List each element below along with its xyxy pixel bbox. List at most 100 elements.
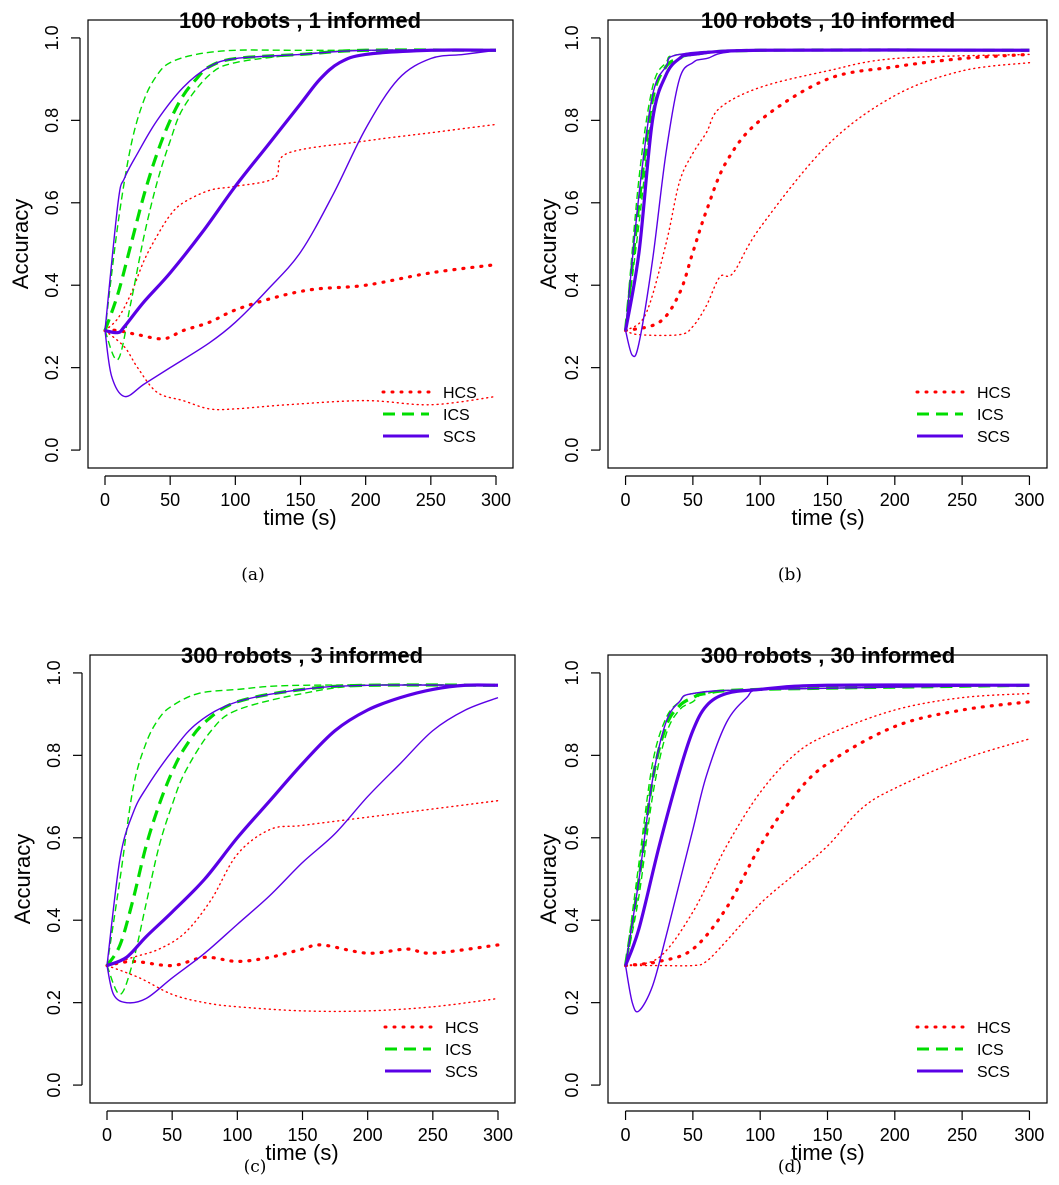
y-tick-label: 1.0 xyxy=(562,660,582,685)
chart-title: 300 robots , 3 informed xyxy=(181,643,423,668)
y-tick-label: 0.0 xyxy=(42,438,62,463)
x-tick-label: 200 xyxy=(880,1125,910,1145)
x-tick-label: 300 xyxy=(1014,490,1044,510)
series-hcs-lower xyxy=(624,738,1031,967)
series-scs-lower xyxy=(106,696,499,1004)
y-tick-label: 1.0 xyxy=(44,660,64,685)
legend-label-hcs: HCS xyxy=(445,1020,479,1037)
y-tick-label: 1.0 xyxy=(562,25,582,50)
series-scs-lower xyxy=(624,684,1030,1013)
series-ics-upper xyxy=(624,684,1030,966)
series-hcs-mean xyxy=(623,700,1032,968)
legend-label-hcs: HCS xyxy=(977,1020,1011,1037)
y-axis-label: Accuracy xyxy=(10,834,35,924)
series-hcs-upper xyxy=(624,692,1031,967)
x-axis-label: time (s) xyxy=(791,1140,864,1165)
legend-label-ics: ICS xyxy=(977,1042,1004,1059)
series-ics-lower xyxy=(106,683,499,996)
series-scs-upper xyxy=(104,49,497,331)
x-tick-label: 50 xyxy=(160,490,180,510)
y-tick-label: 0.4 xyxy=(42,273,62,298)
y-axis-label: Accuracy xyxy=(8,199,33,289)
legend-label-ics: ICS xyxy=(445,1042,472,1059)
panel-caption: (b) xyxy=(778,565,802,585)
x-tick-label: 250 xyxy=(418,1125,448,1145)
y-tick-label: 0.0 xyxy=(562,438,582,463)
x-axis-label: time (s) xyxy=(791,505,864,530)
y-tick-label: 0.4 xyxy=(562,908,582,933)
plot-frame xyxy=(89,654,516,1104)
series-scs-mean xyxy=(623,48,1030,331)
chart-title: 300 robots , 30 informed xyxy=(701,643,955,668)
series-ics-lower xyxy=(624,684,1030,966)
panel-1: 100 robots , 1 informed 0 50 100 150 200 250 30… xyxy=(8,8,514,585)
series-hcs-lower xyxy=(624,61,1031,337)
x-tick-label: 100 xyxy=(745,490,775,510)
x-tick-label: 0 xyxy=(621,1125,631,1145)
y-tick-label: 0.2 xyxy=(44,990,64,1015)
series-hcs-lower xyxy=(106,964,499,1013)
x-tick-label: 250 xyxy=(416,490,446,510)
y-tick-label: 0.8 xyxy=(562,743,582,768)
x-tick-label: 150 xyxy=(812,1125,842,1145)
chart-title: 100 robots , 1 informed xyxy=(179,8,421,33)
x-tick-label: 200 xyxy=(353,1125,383,1145)
series-group xyxy=(623,48,1032,358)
series-ics-mean xyxy=(623,48,1030,331)
legend-label-scs: SCS xyxy=(977,1064,1010,1081)
panel-4: 300 robots , 30 informed 0 50 100 150 200 250 3… xyxy=(536,643,1048,1177)
legend-label-scs: SCS xyxy=(977,429,1010,446)
x-tick-label: 100 xyxy=(220,490,250,510)
x-tick-label: 50 xyxy=(683,490,703,510)
y-tick-label: 0.8 xyxy=(562,108,582,133)
x-tick-label: 0 xyxy=(102,1125,112,1145)
x-axis-label: time (s) xyxy=(263,505,336,530)
plot-frame xyxy=(607,654,1048,1104)
panel-caption: (c) xyxy=(244,1157,267,1177)
x-tick-label: 50 xyxy=(683,1125,703,1145)
x-tick-label: 300 xyxy=(481,490,511,510)
y-tick-label: 0.8 xyxy=(44,743,64,768)
x-tick-label: 300 xyxy=(1014,1125,1044,1145)
series-hcs-mean xyxy=(103,263,498,341)
plot-frame xyxy=(87,19,514,469)
series-hcs-mean xyxy=(105,943,500,968)
x-tick-label: 150 xyxy=(285,490,315,510)
series-ics-lower xyxy=(104,49,497,361)
series-group xyxy=(103,48,498,411)
legend: HCS ICS SCS xyxy=(915,385,1011,446)
x-tick-label: 0 xyxy=(621,490,631,510)
y-tick-label: 0.6 xyxy=(562,825,582,850)
plot-frame xyxy=(607,19,1048,469)
x-tick-label: 150 xyxy=(287,1125,317,1145)
panel-2: 100 robots , 10 informed 0 50 100 150 200 250 3… xyxy=(536,8,1048,585)
panel-3: 300 robots , 3 informed 0 50 100 150 200 250 30… xyxy=(10,643,516,1177)
series-ics-upper xyxy=(624,49,1030,331)
series-ics-lower xyxy=(624,49,1030,331)
y-tick-label: 0.4 xyxy=(562,273,582,298)
legend: HCS ICS SCS xyxy=(915,1020,1011,1081)
legend-label-ics: ICS xyxy=(443,407,470,424)
series-scs-upper xyxy=(624,684,1030,966)
legend: HCS ICS SCS xyxy=(381,385,477,446)
y-tick-label: 1.0 xyxy=(42,25,62,50)
series-scs-mean xyxy=(624,683,1030,967)
y-tick-label: 0.6 xyxy=(562,190,582,215)
y-axis-label: Accuracy xyxy=(536,834,561,924)
y-tick-label: 0.2 xyxy=(42,355,62,380)
series-scs-mean xyxy=(106,683,499,968)
x-tick-label: 50 xyxy=(162,1125,182,1145)
panel-caption: (d) xyxy=(778,1157,802,1177)
series-hcs-upper xyxy=(624,53,1031,332)
legend: HCS ICS SCS xyxy=(383,1020,479,1081)
series-scs-upper xyxy=(624,49,1030,331)
x-tick-label: 250 xyxy=(947,490,977,510)
x-tick-label: 300 xyxy=(483,1125,513,1145)
series-ics-mean xyxy=(103,48,497,332)
y-axis-label: Accuracy xyxy=(536,199,561,289)
series-hcs-upper xyxy=(106,799,499,967)
series-scs-upper xyxy=(106,684,499,966)
panel-caption: (a) xyxy=(241,565,264,585)
series-group xyxy=(623,683,1032,1013)
